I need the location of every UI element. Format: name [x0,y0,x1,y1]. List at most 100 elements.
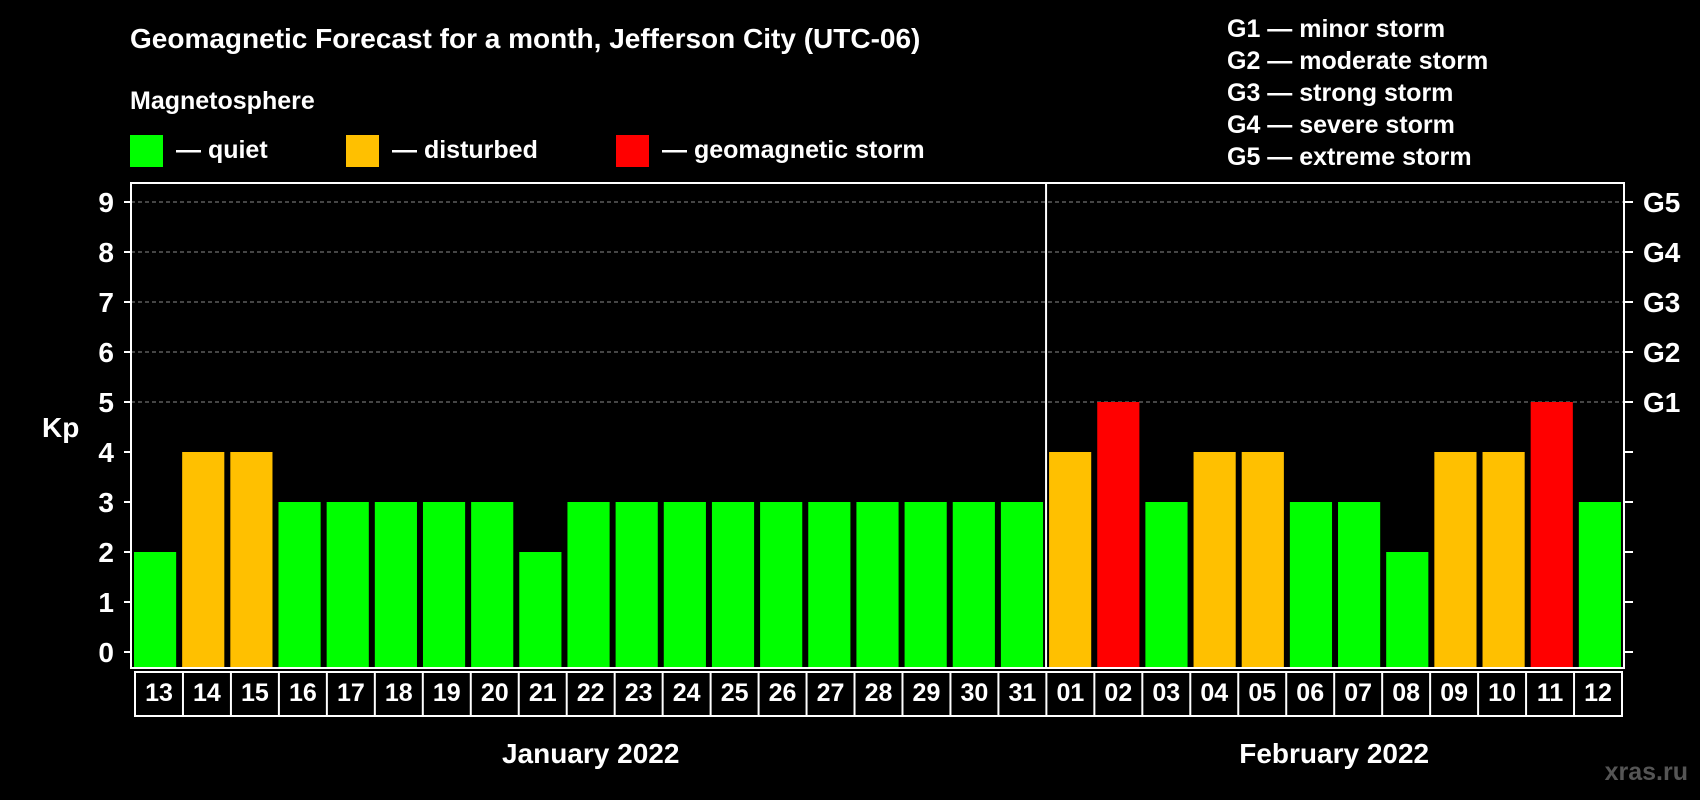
y-axis-label: Kp [42,412,79,443]
x-tick-label-06: 06 [1296,679,1324,707]
legend-swatch-storm [616,135,649,167]
x-tick-label-24: 24 [673,679,701,707]
bar-14 [182,452,225,668]
x-tick-label-15: 15 [241,679,269,707]
bar-20 [471,502,514,668]
right-tick-label-g2: G2 [1643,337,1680,368]
bar-26 [760,502,803,668]
storm-scale-g1: G1 — minor storm [1227,15,1445,43]
x-tick-label-05: 05 [1248,679,1276,707]
right-tick-label-g1: G1 [1643,387,1680,418]
bar-21 [519,552,562,668]
storm-scale-g2: G2 — moderate storm [1227,47,1488,75]
y-tick-label-5: 5 [98,387,114,418]
y-tick-label-8: 8 [98,237,114,268]
month-labels: January 2022 February 2022 [502,738,1429,769]
bar-03 [1145,502,1188,668]
legend-swatch-quiet [130,135,163,167]
bar-05 [1241,452,1284,668]
bar-08 [1386,552,1429,668]
bar-06 [1289,502,1333,668]
plot-frame [130,182,1625,669]
bar-04 [1193,452,1236,668]
x-tick-label-23: 23 [625,679,653,707]
x-tick-label-02: 02 [1104,679,1132,707]
right-tick-label-g5: G5 [1643,187,1680,218]
x-tick-label-21: 21 [529,679,557,707]
x-tick-label-18: 18 [385,679,413,707]
right-tick-label-g3: G3 [1643,287,1680,318]
y-tick-label-1: 1 [98,587,114,618]
bar-13 [134,552,177,668]
bar-24 [663,502,706,668]
legend-swatch-disturbed [346,135,379,167]
bar-28 [856,502,899,668]
bar-09 [1434,452,1477,668]
bar-18 [374,502,417,668]
y-tick-label-4: 4 [98,437,114,468]
x-tick-label-22: 22 [577,679,605,707]
x-tick-label-12: 12 [1584,679,1612,707]
bar-31 [1000,502,1044,668]
bar-29 [904,502,947,668]
storm-scale-g5: G5 — extreme storm [1227,143,1472,171]
y-tick-label-6: 6 [98,337,114,368]
bar-10 [1482,452,1525,668]
x-tick-labels: 13 14 15 16 17 18 19 20 21 22 23 24 25 26 27 28 29 30 31 01… [134,671,1623,717]
x-tick-label-03: 03 [1152,679,1180,707]
x-tick-label-31: 31 [1008,679,1036,707]
x-tick-label-14: 14 [193,679,221,707]
x-tick-box-frame [134,671,1623,717]
y-tick-label-9: 9 [98,187,114,218]
legend-label-quiet: — quiet [176,136,268,164]
x-tick-label-28: 28 [865,679,893,707]
right-tick-label-g4: G4 [1643,237,1681,268]
bars [134,402,1621,668]
watermark: xras.ru [1605,758,1688,786]
axes: 0 1 2 3 4 5 6 7 8 9 G1 G2 G3 G4 G5 [98,182,1681,669]
bar-15 [230,452,273,668]
storm-scale-g3: G3 — strong storm [1227,79,1453,107]
x-tick-label-19: 19 [433,679,461,707]
bar-01 [1049,452,1092,668]
gridlines [131,201,1624,403]
bar-07 [1338,502,1381,668]
x-tick-label-25: 25 [721,679,749,707]
x-tick-label-08: 08 [1392,679,1420,707]
x-tick-label-11: 11 [1537,679,1564,707]
legend: — quiet — disturbed — geomagnetic storm [130,135,925,167]
x-tick-label-27: 27 [817,679,845,707]
month-label-january: January 2022 [502,738,679,769]
bar-19 [422,502,466,668]
bar-23 [615,502,658,668]
bar-02 [1097,402,1140,668]
chart-title: Geomagnetic Forecast for a month, Jeffer… [130,23,920,54]
x-tick-label-13: 13 [145,679,173,707]
x-tick-label-30: 30 [961,679,989,707]
x-tick-label-20: 20 [481,679,509,707]
bar-30 [952,502,995,668]
y-tick-label-7: 7 [98,287,114,318]
bar-25 [711,502,755,668]
x-tick-label-29: 29 [913,679,941,707]
bar-27 [808,502,851,668]
legend-label-storm: — geomagnetic storm [662,136,925,164]
month-label-february: February 2022 [1239,738,1429,769]
x-tick-label-04: 04 [1200,679,1228,707]
bar-12 [1578,502,1621,668]
magnetosphere-subtitle: Magnetosphere [130,87,315,115]
bar-11 [1530,402,1573,668]
y-tick-label-0: 0 [98,637,114,668]
y-tick-label-3: 3 [98,487,114,518]
bar-16 [278,502,321,668]
x-tick-label-26: 26 [769,679,797,707]
x-tick-label-01: 01 [1056,679,1084,707]
x-tick-label-07: 07 [1344,679,1372,707]
x-tick-label-17: 17 [337,679,365,707]
bar-22 [567,502,610,668]
x-tick-label-10: 10 [1488,679,1516,707]
y-tick-label-2: 2 [98,537,114,568]
legend-label-disturbed: — disturbed [392,136,538,164]
x-tick-label-09: 09 [1440,679,1468,707]
